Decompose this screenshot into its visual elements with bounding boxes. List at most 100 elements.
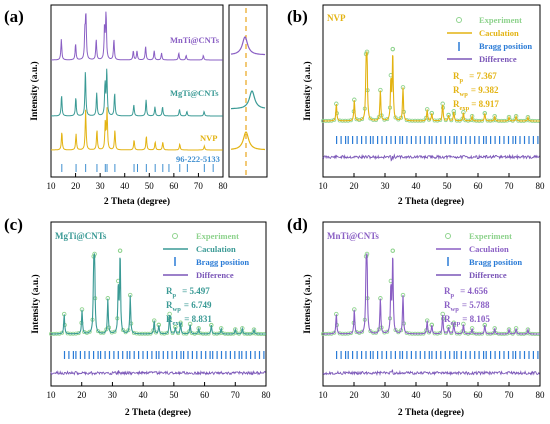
- panel-a-zoom-peak: [231, 90, 266, 110]
- panel-b-title: NVP: [327, 13, 346, 23]
- panel-d-x-tick-label: 20: [350, 390, 360, 400]
- panel-d-x-tick-label: 60: [474, 390, 484, 400]
- panel-a-series-line: [51, 107, 223, 151]
- panel-a-series-line: [51, 68, 223, 117]
- panel-d-stats: Rp = 4.656 Rwp = 5.788 Rexp = 8.105: [444, 286, 490, 327]
- panel-c-x-tick-label: 60: [200, 390, 210, 400]
- panel-b-calculation-line: [323, 51, 540, 122]
- panel-c-stat-rp: Rp = 5.497: [166, 286, 210, 299]
- panel-d-stat-rwp: Rwp = 5.788: [444, 300, 490, 313]
- panel-b-y-axis-label: Intensity (a.u.): [302, 61, 313, 120]
- panel-b: 10 20 30 40 50 60 70 80 NVP Experiment Caculati…: [302, 4, 546, 207]
- panel-c-x-tick-label: 20: [77, 390, 87, 400]
- panel-d-legend-bragg: Bragg position: [469, 257, 522, 267]
- panel-b-stats: Rp = 7.367 Rwp = 9.382 Rexp = 8.917: [453, 71, 499, 112]
- panel-d-x-ticks: 10 20 30 40 50 60 70 80: [319, 382, 546, 400]
- panel-a-reference-label: 96-222-5133: [176, 154, 220, 164]
- panel-c-legend-experiment: Experiment: [196, 231, 239, 241]
- panel-b-difference-line: [322, 153, 540, 162]
- panel-c-difference-line: [50, 370, 266, 376]
- panel-b-x-tick-label: 60: [474, 181, 484, 191]
- panel-c-stats: Rp = 5.497 Rwp = 6.749 Rexp = 8.831: [166, 286, 212, 327]
- panel-c-y-axis-label: Intensity (a.u.): [30, 274, 41, 333]
- panel-b-frame: [322, 4, 541, 178]
- panel-a-series-label-nvp: NVP: [200, 133, 217, 143]
- panel-c: 10 20 30 40 50 60 70 80 MgTi@CNTs Experiment Ca…: [30, 221, 272, 418]
- panel-c-legend-diff: Difference: [196, 270, 234, 280]
- panel-c-stat-rwp: Rwp = 6.749: [166, 300, 212, 313]
- panel-b-x-tick-label: 80: [536, 181, 546, 191]
- panel-b-stat-rp: Rp = 7.367: [453, 71, 497, 84]
- panel-a-x-tick-label: 10: [47, 181, 57, 191]
- panel-c-calculation-line: [51, 253, 266, 335]
- panel-b-legend-experiment-marker: [456, 17, 462, 23]
- panel-d-legend-calc: Caculation: [469, 244, 509, 254]
- panel-d-y-axis-label: Intensity (a.u.): [302, 274, 313, 333]
- panel-a-x-tick-label: 30: [96, 181, 106, 191]
- panel-b-x-tick-label: 10: [319, 181, 329, 191]
- panel-b-stat-rwp: Rwp = 9.382: [453, 85, 499, 98]
- panel-c-x-tick-label: 80: [262, 390, 272, 400]
- panel-a-x-tick-label: 80: [219, 181, 229, 191]
- panel-a-x-tick-label: 20: [71, 181, 81, 191]
- panel-d-stat-rexp: Rexp = 8.105: [444, 314, 490, 327]
- panel-b-x-tick-label: 70: [505, 181, 515, 191]
- panel-d-difference-line: [322, 369, 540, 377]
- panel-a-series-label-mgti: MgTi@CNTs: [170, 88, 219, 98]
- panel-c-x-tick-label: 10: [47, 390, 57, 400]
- panel-d-x-tick-label: 50: [443, 390, 453, 400]
- panel-b-x-tick-label: 20: [350, 181, 360, 191]
- panel-b-experiment-peak-point: [390, 46, 396, 52]
- panel-c-legend-calc: Caculation: [196, 244, 236, 254]
- panel-a: 10 20 30 40 50 60 70 80 MnTi@CNTs MgTi@CNTs NVP…: [29, 4, 268, 207]
- panel-d-experiment-point: [360, 329, 365, 334]
- panel-d-legend-diff: Difference: [469, 270, 507, 280]
- panel-c-legend-experiment-marker: [172, 233, 178, 239]
- panel-d-legend: Experiment Caculation Bragg position Dif…: [436, 231, 522, 280]
- panel-b-x-axis-label: 2 Theta (degree): [398, 196, 464, 207]
- panel-a-x-axis-label: 2 Theta (degree): [104, 196, 170, 207]
- panel-c-x-tick-label: 70: [231, 390, 241, 400]
- panel-c-x-tick-label: 30: [108, 390, 118, 400]
- panel-a-reference-ticks: [61, 164, 214, 172]
- panel-a-x-tick-label: 40: [120, 181, 130, 191]
- panel-d-experiment-point: [332, 330, 337, 335]
- panel-b-legend-calc: Caculation: [479, 28, 519, 38]
- panel-b-x-tick-label: 50: [443, 181, 453, 191]
- panel-b-series-group: [320, 46, 540, 162]
- panel-c-legend: Experiment Caculation Bragg position Dif…: [163, 231, 249, 280]
- panel-c-experiment-peak-point: [117, 248, 123, 253]
- panel-label-c: (c): [4, 215, 23, 234]
- panel-d-frame: [322, 221, 541, 387]
- panel-b-legend: Experiment Caculation Bragg position Dif…: [447, 15, 532, 64]
- panel-d-title: MnTi@CNTs: [327, 231, 379, 241]
- panel-d-series-group: [320, 248, 540, 377]
- panel-a-x-ticks: 10 20 30 40 50 60 70 80: [47, 173, 229, 191]
- panel-d: 10 20 30 40 50 60 70 80 MnTi@CNTs Experiment Ca…: [302, 221, 546, 418]
- panel-b-x-tick-label: 40: [412, 181, 422, 191]
- panel-a-x-tick-label: 70: [194, 181, 204, 191]
- panel-c-series-group: [49, 248, 266, 376]
- panel-c-stat-rexp: Rexp = 8.831: [166, 314, 212, 327]
- panel-c-x-ticks: 10 20 30 40 50 60 70 80: [47, 382, 272, 400]
- panel-d-x-tick-label: 40: [412, 390, 422, 400]
- panel-d-x-tick-label: 80: [536, 390, 546, 400]
- panel-a-series-line: [51, 11, 223, 61]
- panel-a-x-tick-label: 50: [145, 181, 155, 191]
- panel-c-legend-bragg: Bragg position: [196, 257, 249, 267]
- panel-b-experiment-point: [360, 117, 365, 122]
- panel-b-legend-diff: Difference: [479, 54, 517, 64]
- panel-d-legend-experiment: Experiment: [469, 231, 512, 241]
- panel-b-stat-rexp: Rexp = 8.917: [453, 99, 499, 112]
- panel-c-title: MgTi@CNTs: [55, 231, 107, 241]
- panel-d-x-tick-label: 10: [319, 390, 329, 400]
- panel-c-x-tick-label: 50: [169, 390, 179, 400]
- panel-d-legend-experiment-marker: [445, 233, 451, 239]
- panel-b-x-ticks: 10 20 30 40 50 60 70 80: [319, 173, 546, 191]
- panel-d-x-axis-label: 2 Theta (degree): [398, 407, 464, 418]
- panel-b-legend-bragg: Bragg position: [479, 41, 532, 51]
- panel-d-experiment-point: [385, 329, 390, 334]
- panel-label-d: (d): [287, 215, 308, 234]
- panel-b-legend-experiment: Experiment: [479, 15, 522, 25]
